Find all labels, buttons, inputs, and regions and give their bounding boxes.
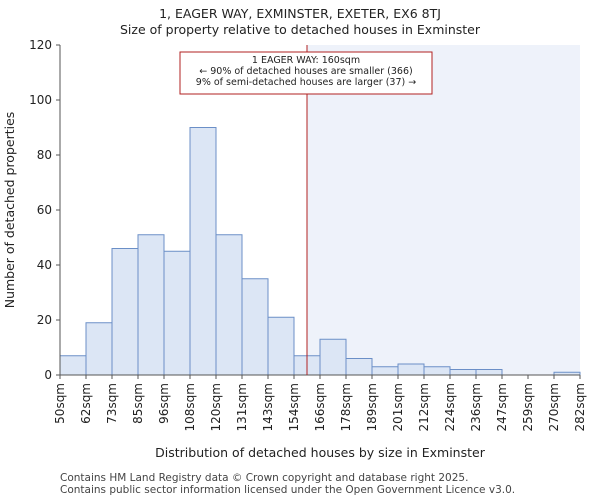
x-tick-label: 224sqm	[443, 383, 457, 431]
highlight-region	[307, 45, 580, 375]
x-tick-label: 270sqm	[547, 383, 561, 431]
annotation-box	[179, 51, 433, 95]
x-tick-label: 50sqm	[53, 383, 67, 424]
x-tick-label: 85sqm	[131, 383, 145, 424]
bar	[59, 355, 87, 376]
x-tick-label: 178sqm	[339, 383, 353, 431]
x-tick-label: 282sqm	[573, 383, 587, 431]
x-tick-label: 154sqm	[287, 383, 301, 431]
y-tick-label: 20	[37, 313, 52, 327]
x-tick-label: 212sqm	[417, 383, 431, 431]
x-tick-label: 201sqm	[391, 383, 405, 431]
x-tick-label: 73sqm	[105, 383, 119, 424]
x-tick-label: 247sqm	[495, 383, 509, 431]
bar	[85, 322, 113, 376]
bar	[345, 358, 373, 376]
bar	[163, 250, 191, 376]
bar	[397, 363, 425, 376]
x-tick-label: 143sqm	[261, 383, 275, 431]
annotation-line: 1 EAGER WAY: 160sqm	[252, 55, 360, 66]
bar	[475, 369, 503, 376]
annotation-line: ← 90% of detached houses are smaller (36…	[199, 66, 412, 77]
x-tick-label: 236sqm	[469, 383, 483, 431]
bar	[449, 369, 477, 376]
x-axis-label: Distribution of detached houses by size …	[155, 445, 486, 460]
x-tick-label: 166sqm	[313, 383, 327, 431]
x-tick-label: 259sqm	[521, 383, 535, 431]
bar	[423, 366, 451, 376]
y-tick-label: 80	[37, 148, 52, 162]
footer-line-1: Contains HM Land Registry data © Crown c…	[60, 472, 469, 484]
y-tick-label: 0	[44, 368, 52, 382]
y-tick-label: 60	[37, 203, 52, 217]
bar	[319, 338, 347, 376]
bar	[189, 127, 217, 376]
bar	[111, 248, 139, 376]
x-tick-label: 62sqm	[79, 383, 93, 424]
x-tick-label: 108sqm	[183, 383, 197, 431]
bar	[267, 316, 295, 376]
y-axis-label: Number of detached properties	[2, 112, 17, 309]
bar	[137, 234, 165, 376]
chart-subtitle: Size of property relative to detached ho…	[119, 22, 481, 37]
y-tick-label: 120	[29, 38, 52, 52]
annotation-line: 9% of semi-detached houses are larger (3…	[196, 77, 416, 88]
footer-line-2: Contains public sector information licen…	[60, 484, 516, 496]
x-tick-label: 120sqm	[209, 383, 223, 431]
bar	[371, 366, 399, 376]
x-tick-label: 189sqm	[365, 383, 379, 431]
x-tick-label: 96sqm	[157, 383, 171, 424]
bar	[241, 278, 269, 376]
bar	[215, 234, 243, 376]
chart-title: 1, EAGER WAY, EXMINSTER, EXETER, EX6 8TJ	[159, 6, 441, 21]
x-tick-label: 131sqm	[235, 383, 249, 431]
y-tick-label: 40	[37, 258, 52, 272]
y-tick-label: 100	[29, 93, 52, 107]
